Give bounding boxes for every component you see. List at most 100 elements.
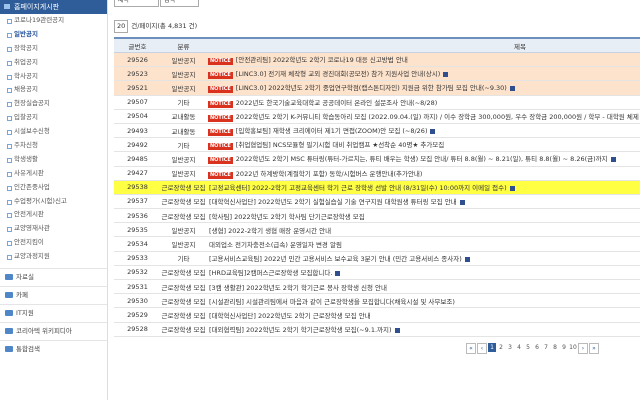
post-category: 근로장학생 모집 — [161, 279, 206, 295]
post-category: 일반공지 — [161, 236, 206, 252]
post-number: 29493 — [114, 123, 161, 139]
list-summary: 건/페이지(총 4,831 건) — [131, 22, 198, 30]
header-row: 글번호 분류 제목 — [114, 37, 640, 53]
post-title[interactable]: [대학혁신사업단] 2022학년도 2학기 실험실습실 기술 연구지원 대학원생… — [209, 198, 457, 207]
sidebar-section[interactable]: 자료실 — [0, 268, 107, 286]
sidebar-section[interactable]: 통합검색 — [0, 340, 107, 358]
search-button[interactable]: 검색 — [160, 0, 199, 7]
post-title-cell: [HRD교육팀]2캠퍼스근로장학생 모집합니다. — [206, 265, 640, 281]
sidebar-item[interactable]: 안전지킴이 — [0, 236, 107, 250]
table-row: 29534 일반공지 대외업소 전기차충전소(급속) 운영일자 변경 알림 — [114, 236, 640, 252]
sidebar-item[interactable]: 취업공지 — [0, 56, 107, 70]
sidebar-header[interactable]: 홈페이지게시판 — [0, 0, 107, 14]
page-first[interactable]: « — [466, 343, 476, 354]
post-title[interactable]: [안전관리팀] 2022학년도 2학기 코로나19 대응 신고방법 안내 — [235, 56, 408, 65]
sidebar-item[interactable]: 코로나19관련공지 — [0, 14, 107, 28]
sidebar-item[interactable]: 교양과정지원 — [0, 250, 107, 264]
notice-badge: NOTICE — [208, 143, 233, 151]
table-row: 29485 일반공지 NOTICE 2022학년도 2학기 MSC 튜터링(튜터-가르… — [114, 151, 640, 167]
page-number[interactable]: 5 — [526, 344, 530, 351]
search-field[interactable]: 제목 — [114, 0, 159, 7]
post-number: 29523 — [114, 66, 161, 82]
post-title-cell: NOTICE [입학홍보팀] 재학생 크리에이터 제1기 면접(ZOOM)안 모집… — [206, 123, 640, 139]
table-row: 29504 교내활동 NOTICE 2022학년도 2학기 K-커뮤니티 학습동아리 … — [114, 109, 640, 124]
table-row: 29532 근로장학생 모집 [HRD교육팀]2캠퍼스근로장학생 모집합니다. — [114, 265, 640, 281]
sidebar-item[interactable]: 학사공지 — [0, 70, 107, 84]
notice-badge: NOTICE — [208, 100, 233, 108]
post-title-cell: [대학혁신사업단] 2022학년도 2학기 실험실습실 기술 연구지원 대학원생… — [206, 194, 640, 210]
post-title[interactable]: [취업협업팀] NCS모듈형 필기시험 대비 취업캠프 ★선착순 40명★ 추가… — [235, 141, 445, 150]
post-title[interactable]: [LINC3.0] 2022학년도 2학기 중업연구학점(캡스톤디자인) 지원금… — [235, 84, 507, 93]
table-row: 29521 일반공지 NOTICE [LINC3.0] 2022학년도 2학기 중업연… — [114, 80, 640, 96]
sidebar-item[interactable]: 현장실습공지 — [0, 97, 107, 111]
post-title[interactable]: [HRD교육팀]2캠퍼스근로장학생 모집합니다. — [209, 269, 333, 278]
sidebar-item[interactable]: 시설보수신청 — [0, 125, 107, 139]
post-title[interactable]: 대외업소 전기차충전소(급속) 운영일자 변경 알림 — [209, 241, 342, 250]
post-title[interactable]: [학사팀] 2022학년도 2학기 학사팀 단기근로장학생 모집 — [209, 212, 365, 221]
post-title[interactable]: [입학홍보팀] 재학생 크리에이터 제1기 면접(ZOOM)안 모집 (~8/2… — [235, 127, 428, 136]
table-row: 29530 근로장학생 모집 [시설관리팀] 시설관리팀에서 마음과 같이 근로장학… — [114, 293, 640, 309]
board-table: 글번호 분류 제목 29526 일반공지 NOTICE [안전관리팀] 2022학년도 2… — [114, 37, 640, 337]
sidebar-item[interactable]: 주차신청 — [0, 139, 107, 153]
sidebar-item[interactable]: 장학공지 — [0, 42, 107, 56]
post-title-cell: 대외업소 전기차충전소(급속) 운영일자 변경 알림 — [206, 236, 640, 252]
post-title[interactable]: [생협] 2022-2학기 생협 매장 운영시간 안내 — [209, 226, 332, 235]
sidebar-item[interactable]: 학생생활 — [0, 153, 107, 167]
sidebar-item[interactable]: 교양영재사관 — [0, 222, 107, 236]
post-title[interactable]: [LINC3.0] 전기재 체작형 교외 경진대회(공모전) 참가 지원사업 안… — [235, 70, 441, 79]
page-number[interactable]: 6 — [535, 344, 539, 351]
table-row: 29529 근로장학생 모집 [대학혁신사업단] 2022학년도 2학기 근로장학생… — [114, 307, 640, 323]
sidebar-section[interactable]: 코리아텍 위키피디아 — [0, 322, 107, 340]
attachment-icon — [509, 85, 515, 91]
sidebar-section[interactable]: 카페 — [0, 286, 107, 304]
post-title[interactable]: 2022학년도 2학기 K-커뮤니티 학습동아리 모집 (2022.09.04.… — [235, 112, 639, 121]
sidebar-item[interactable]: 일반공지 — [0, 28, 107, 42]
page-number[interactable]: 8 — [553, 344, 557, 351]
post-title[interactable]: [대외협력팀] 2022학년도 2학기 학기근로장학생 모집(~9.1.까지) — [209, 326, 392, 335]
notice-badge: NOTICE — [208, 86, 233, 94]
page-number[interactable]: 3 — [508, 344, 512, 351]
sidebar-section[interactable]: IT지원 — [0, 304, 107, 322]
page-prev[interactable]: ‹ — [477, 343, 487, 354]
page-number[interactable]: 2 — [499, 344, 503, 351]
sidebar-item[interactable]: 수업평가(시험)신고 — [0, 195, 107, 209]
page-number[interactable]: 1 — [488, 343, 496, 352]
table-row: 29531 근로장학생 모집 [3캠 생활관] 2022학년도 2학기 학기근로 봉… — [114, 279, 640, 295]
post-category: 일반공지 — [161, 222, 206, 238]
sidebar-item[interactable]: 채용공지 — [0, 83, 107, 97]
page-next[interactable]: › — [578, 343, 588, 354]
post-title[interactable]: 2022년도 한국기술교육대학교 공공데이터 온라인 설문조사 안내(~8/28… — [235, 98, 438, 107]
post-number: 29532 — [114, 265, 161, 281]
sidebar: 홈페이지게시판 코로나19관련공지 일반공지 장학공지 취업공지 학사공지 채용공지 현장실… — [0, 0, 108, 400]
sidebar-item[interactable]: 인간존중사업 — [0, 181, 107, 195]
table-row: 29507 기타 NOTICE 2022년도 한국기술교육대학교 공공데이터 온라인 … — [114, 95, 640, 110]
post-title[interactable]: [고정교육센터] 2022-2학기 고정교육센터 학기 근로 장학생 선발 안내… — [209, 184, 507, 193]
post-category: 근로장학생 모집 — [161, 265, 206, 281]
attachment-icon — [443, 71, 449, 77]
post-title[interactable]: [대학혁신사업단] 2022학년도 2학기 근로장학생 모집 안내 — [209, 311, 371, 320]
page-number[interactable]: 7 — [544, 344, 548, 351]
post-title[interactable]: 2022학년도 2학기 MSC 튜터링(튜터-가르치는, 튜티 배우는 학생) … — [235, 155, 608, 164]
sidebar-item[interactable]: 안전게시판 — [0, 208, 107, 222]
sidebar-item[interactable]: 입찰공지 — [0, 111, 107, 125]
notice-badge: NOTICE — [208, 157, 233, 165]
sidebar-item[interactable]: 사유게시판 — [0, 167, 107, 181]
attachment-icon — [459, 199, 465, 205]
page-size-select[interactable]: 20 — [114, 20, 129, 33]
notice-badge: NOTICE — [208, 58, 233, 66]
page-last[interactable]: » — [589, 343, 599, 354]
page-number[interactable]: 4 — [517, 344, 521, 351]
post-title[interactable]: [고용서비스교육팀] 2022년 민간 고용서비스 보수교육 3분기 안내 (민… — [209, 255, 462, 264]
post-number: 29530 — [114, 293, 161, 309]
post-number: 29492 — [114, 137, 161, 153]
post-title[interactable]: 2022년 하계방학(계절학기 포함) 동학/시험버스 운행안내(추가안내) — [235, 169, 423, 178]
post-number: 29529 — [114, 307, 161, 323]
post-title[interactable]: [3캠 생활관] 2022학년도 2학기 학기근로 봉사 장학생 신청 안내 — [209, 283, 387, 292]
post-title-cell: [고용서비스교육팀] 2022년 민간 고용서비스 보수교육 3분기 안내 (민… — [206, 251, 640, 266]
page-number[interactable]: 9 — [562, 344, 566, 351]
post-title[interactable]: [시설관리팀] 시설관리팀에서 마음과 같이 근로장학생을 모집합니다(채육시설… — [209, 297, 455, 306]
post-number: 29536 — [114, 208, 161, 224]
post-category: 일반공지 — [161, 66, 206, 82]
post-title-cell: [고정교육센터] 2022-2학기 고정교육센터 학기 근로 장학생 선발 안내… — [206, 180, 640, 195]
page-number[interactable]: 10 — [569, 344, 577, 351]
